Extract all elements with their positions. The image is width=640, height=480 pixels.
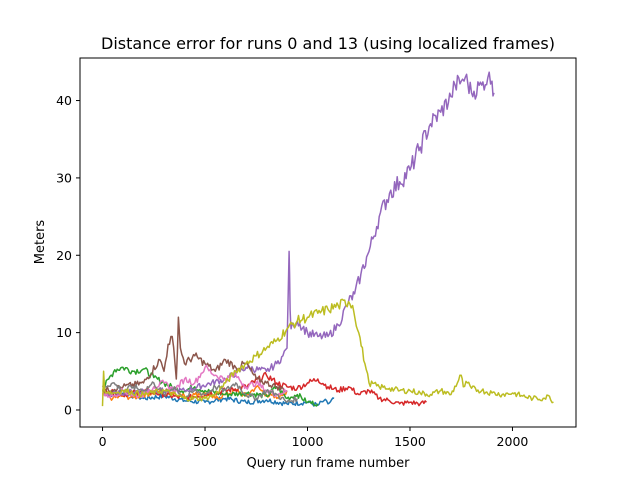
plot-area-frame: [79, 57, 577, 428]
x-tick-label-1500: 1500: [394, 434, 426, 449]
chart-title: Distance error for runs 0 and 13 (using …: [101, 34, 555, 53]
y-tick-label-40: 40: [56, 93, 72, 108]
series-line-5: [102, 316, 288, 394]
x-tick-label-1000: 1000: [292, 434, 324, 449]
y-tick-label-30: 30: [56, 170, 72, 185]
y-axis-label: Meters: [33, 220, 48, 265]
x-tick-label-500: 500: [193, 434, 217, 449]
x-tick-label-0: 0: [99, 434, 107, 449]
x-axis-label: Query run frame number: [246, 456, 410, 471]
y-tick-label-0: 0: [64, 402, 72, 417]
ticks-layer: 0 500 1000 1500 2000 0 10 20 30 40: [56, 93, 528, 449]
series-line-8: [101, 298, 554, 407]
series-layer: [101, 71, 554, 407]
y-tick-label-10: 10: [56, 325, 72, 340]
x-tick-label-2000: 2000: [497, 434, 529, 449]
series-line-1: [101, 385, 288, 401]
y-tick-label-20: 20: [56, 248, 72, 263]
series-line-7: [101, 381, 298, 404]
series-line-6: [102, 364, 288, 399]
